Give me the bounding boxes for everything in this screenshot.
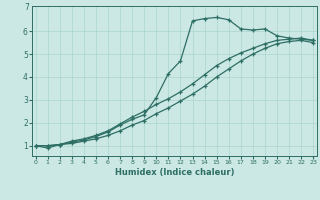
X-axis label: Humidex (Indice chaleur): Humidex (Indice chaleur): [115, 168, 234, 177]
Text: 7: 7: [25, 3, 29, 12]
